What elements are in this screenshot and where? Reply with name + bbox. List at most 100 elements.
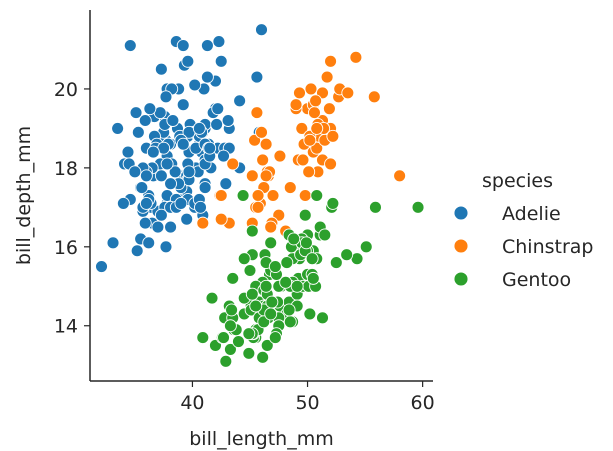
data-point xyxy=(359,240,373,254)
data-point xyxy=(243,264,257,277)
data-point xyxy=(196,216,210,230)
data-point xyxy=(255,23,268,37)
data-point xyxy=(349,50,363,64)
data-point xyxy=(151,220,165,234)
series-gentoo xyxy=(196,189,425,368)
legend-title: species xyxy=(482,170,553,192)
legend-entry-label: Gentoo xyxy=(502,269,571,291)
data-point xyxy=(303,307,317,321)
data-point xyxy=(302,165,316,179)
data-point xyxy=(95,260,108,273)
data-point xyxy=(214,212,228,226)
data-point xyxy=(306,271,320,285)
data-point xyxy=(268,260,282,273)
data-point xyxy=(298,208,312,222)
data-point xyxy=(198,181,212,195)
data-point xyxy=(411,200,425,214)
data-point xyxy=(154,62,168,76)
x-tick-label: 60 xyxy=(411,392,435,414)
y-ticks: 14 16 18 20 xyxy=(54,79,90,338)
data-point xyxy=(242,346,256,360)
data-point xyxy=(210,118,224,131)
data-point xyxy=(128,165,142,179)
data-point xyxy=(233,94,247,108)
data-point xyxy=(212,35,226,49)
data-point xyxy=(245,287,259,301)
data-point xyxy=(223,342,237,356)
data-point xyxy=(135,181,149,195)
data-point xyxy=(283,181,297,195)
data-point xyxy=(180,212,194,226)
data-point xyxy=(282,303,296,317)
data-point xyxy=(280,256,294,270)
data-point xyxy=(249,299,263,313)
data-point xyxy=(160,157,174,171)
data-point xyxy=(256,153,270,167)
y-tick-label: 14 xyxy=(54,316,78,338)
data-point xyxy=(164,220,178,234)
legend-marker xyxy=(453,271,469,287)
data-point xyxy=(123,39,137,52)
data-point xyxy=(192,121,206,135)
data-point xyxy=(318,228,332,242)
data-point xyxy=(214,54,228,68)
legend: species Adelie Chinstrap Gentoo xyxy=(453,170,594,291)
y-tick-label: 20 xyxy=(54,79,78,101)
x-tick-label: 40 xyxy=(180,392,204,414)
data-point xyxy=(143,102,157,116)
data-point xyxy=(188,78,202,92)
data-point xyxy=(320,70,334,84)
data-point xyxy=(298,189,312,202)
data-point xyxy=(283,315,297,329)
y-tick-label: 16 xyxy=(54,237,78,259)
legend-marker xyxy=(453,205,469,221)
series-chinstrap xyxy=(196,50,407,238)
data-point xyxy=(116,196,130,210)
data-point xyxy=(176,137,190,151)
data-point xyxy=(174,196,188,210)
data-point xyxy=(182,165,196,179)
data-point xyxy=(310,121,324,135)
data-point xyxy=(129,106,143,120)
data-point xyxy=(326,196,340,210)
data-point xyxy=(307,106,321,120)
data-point xyxy=(340,248,354,262)
data-point xyxy=(154,208,168,222)
data-point xyxy=(264,307,278,321)
data-point xyxy=(236,189,250,202)
data-point xyxy=(226,157,240,171)
data-point xyxy=(138,216,152,230)
data-point xyxy=(237,252,251,266)
data-point xyxy=(299,236,313,250)
data-point xyxy=(251,200,265,214)
data-point xyxy=(159,240,173,254)
y-tick-label: 18 xyxy=(54,158,78,180)
data-point xyxy=(168,165,182,179)
data-point xyxy=(232,335,245,348)
series-adelie xyxy=(95,23,268,273)
data-point xyxy=(266,189,280,202)
data-point xyxy=(130,244,144,258)
data-point xyxy=(341,86,355,100)
data-point xyxy=(219,354,233,368)
data-point xyxy=(245,169,259,183)
legend-marker xyxy=(453,238,469,254)
data-point xyxy=(217,149,230,163)
data-point xyxy=(159,90,173,104)
data-point xyxy=(255,125,268,139)
data-point xyxy=(219,177,233,191)
data-point xyxy=(304,82,318,96)
data-point xyxy=(211,102,225,116)
data-point xyxy=(146,145,160,159)
data-point xyxy=(142,236,156,250)
data-point xyxy=(289,98,303,112)
data-point xyxy=(176,98,190,112)
data-point xyxy=(265,295,279,309)
data-point xyxy=(268,331,282,345)
data-point xyxy=(176,39,190,52)
data-point xyxy=(223,319,237,333)
data-point xyxy=(245,224,259,238)
data-point xyxy=(259,279,273,293)
data-point xyxy=(194,200,207,214)
